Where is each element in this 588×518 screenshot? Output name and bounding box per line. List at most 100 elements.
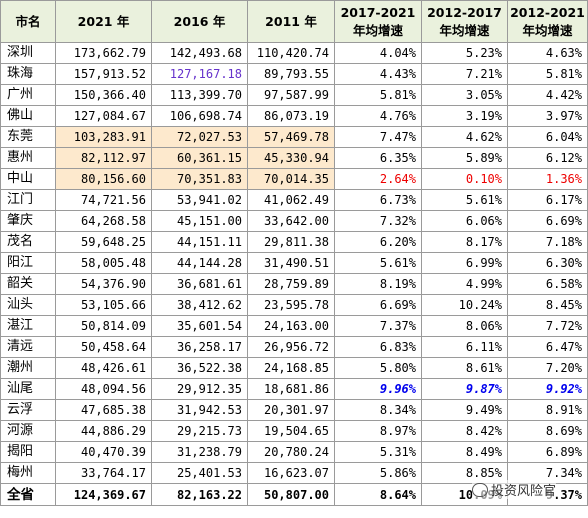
cell-city: 韶关 [0, 273, 56, 295]
cell-growth-2012-2021: 6.58% [507, 273, 588, 295]
header-city: 市名 [0, 0, 56, 43]
cell-growth-2012-2021: 6.69% [507, 210, 588, 232]
header-growth-2017-2021-label: 年均增速 [352, 22, 403, 38]
cell-2016: 82,163.22 [151, 483, 248, 506]
header-growth-2012-2021-label: 年均增速 [522, 22, 573, 38]
cell-growth-2012-2017: 10.24% [421, 294, 508, 316]
cell-2016: 60,361.15 [151, 147, 248, 169]
header-growth-2017-2021-period: 2017-2021 [340, 4, 416, 20]
table-row: 阳江 58,005.48 44,144.28 31,490.51 5.61% 6.99% 6… [0, 252, 588, 274]
cell-city: 清远 [0, 336, 56, 358]
cell-growth-2017-2021: 9.96% [334, 378, 422, 400]
header-growth-2017-2021: 2017-2021 年均增速 [334, 0, 422, 43]
header-2011: 2011 年 [247, 0, 335, 43]
cell-growth-2012-2021: 3.97% [507, 105, 588, 127]
cell-growth-2012-2017: 6.11% [421, 336, 508, 358]
table-body: 深圳 173,662.79 142,493.68 110,420.74 4.04% 5.2… [0, 42, 588, 506]
cell-city: 河源 [0, 420, 56, 442]
cell-city: 江门 [0, 189, 56, 211]
cell-2011: 57,469.78 [247, 126, 335, 148]
cell-growth-2012-2021: 8.91% [507, 399, 588, 421]
cell-growth-2012-2017: 6.99% [421, 252, 508, 274]
cell-growth-2012-2021: 9.92% [507, 378, 588, 400]
table-row: 佛山 127,084.67 106,698.74 86,073.19 4.76% 3.19… [0, 105, 588, 127]
cell-2011: 24,163.00 [247, 315, 335, 337]
cell-growth-2012-2021: 7.20% [507, 357, 588, 379]
cell-growth-2017-2021: 6.69% [334, 294, 422, 316]
table-row: 汕头 53,105.66 38,412.62 23,595.78 6.69% 10.24%… [0, 294, 588, 316]
cell-2021: 157,913.52 [55, 63, 152, 85]
cell-2011: 20,780.24 [247, 441, 335, 463]
table-row: 汕尾 48,094.56 29,912.35 18,681.86 9.96% 9.87% 9… [0, 378, 588, 400]
cell-growth-2012-2021: 6.04% [507, 126, 588, 148]
cell-2011: 20,301.97 [247, 399, 335, 421]
cell-growth-2017-2021: 8.34% [334, 399, 422, 421]
cell-growth-2012-2017: 5.23% [421, 42, 508, 64]
cell-growth-2017-2021: 6.20% [334, 231, 422, 253]
cell-2021: 150,366.40 [55, 84, 152, 106]
cell-2021: 44,886.29 [55, 420, 152, 442]
cell-city: 惠州 [0, 147, 56, 169]
table-row: 清远 50,458.64 36,258.17 26,956.72 6.83% 6.11% 6… [0, 336, 588, 358]
cell-2011: 89,793.55 [247, 63, 335, 85]
cell-growth-2012-2017: 8.17% [421, 231, 508, 253]
cell-growth-2012-2017: 4.62% [421, 126, 508, 148]
table-row: 中山 80,156.60 70,351.83 70,014.35 2.64% 0.10% 1… [0, 168, 588, 190]
cell-2011: 97,587.99 [247, 84, 335, 106]
cell-city: 阳江 [0, 252, 56, 274]
header-2021: 2021 年 [55, 0, 152, 43]
cell-growth-2017-2021: 6.83% [334, 336, 422, 358]
cell-growth-2012-2021: 6.89% [507, 441, 588, 463]
cell-2016: 36,522.38 [151, 357, 248, 379]
cell-2021: 48,426.61 [55, 357, 152, 379]
cell-2016: 72,027.53 [151, 126, 248, 148]
header-growth-2012-2017-label: 年均增速 [439, 22, 490, 38]
table-row: 河源 44,886.29 29,215.73 19,504.65 8.97% 8.42% 8… [0, 420, 588, 442]
cell-2016: 31,942.53 [151, 399, 248, 421]
header-growth-2012-2017: 2012-2017 年均增速 [421, 0, 508, 43]
cell-city: 揭阳 [0, 441, 56, 463]
cell-growth-2012-2017: 9.87% [421, 378, 508, 400]
header-growth-2012-2021: 2012-2021 年均增速 [507, 0, 588, 43]
cell-2016: 44,151.11 [151, 231, 248, 253]
cell-2021: 127,084.67 [55, 105, 152, 127]
cell-2016: 36,258.17 [151, 336, 248, 358]
cell-2021: 50,458.64 [55, 336, 152, 358]
cell-growth-2012-2021: 5.81% [507, 63, 588, 85]
cell-2011: 31,490.51 [247, 252, 335, 274]
cell-growth-2017-2021: 2.64% [334, 168, 422, 190]
cell-growth-2012-2017: 3.19% [421, 105, 508, 127]
table-row: 茂名 59,648.25 44,151.11 29,811.38 6.20% 8.17% 7… [0, 231, 588, 253]
cell-2016: 31,238.79 [151, 441, 248, 463]
cell-2021: 40,470.39 [55, 441, 152, 463]
cell-growth-2017-2021: 8.19% [334, 273, 422, 295]
cell-growth-2012-2021: 6.30% [507, 252, 588, 274]
cell-2021: 103,283.91 [55, 126, 152, 148]
cell-growth-2017-2021: 4.76% [334, 105, 422, 127]
cell-growth-2012-2017: 0.10% [421, 168, 508, 190]
cell-growth-2017-2021: 4.04% [334, 42, 422, 64]
cell-2021: 47,685.38 [55, 399, 152, 421]
cell-growth-2012-2017: 6.06% [421, 210, 508, 232]
cell-2016: 29,215.73 [151, 420, 248, 442]
cell-2021: 33,764.17 [55, 462, 152, 484]
table-row: 揭阳 40,470.39 31,238.79 20,780.24 5.31% 8.49% 6… [0, 441, 588, 463]
cell-2021: 59,648.25 [55, 231, 152, 253]
cell-2016: 35,601.54 [151, 315, 248, 337]
watermark: 投资风险官 [472, 480, 557, 499]
cell-2021: 54,376.90 [55, 273, 152, 295]
cell-2016: 127,167.18 [151, 63, 248, 85]
cell-2011: 50,807.00 [247, 483, 335, 506]
cell-growth-2012-2021: 8.69% [507, 420, 588, 442]
cell-2021: 82,112.97 [55, 147, 152, 169]
cell-2011: 26,956.72 [247, 336, 335, 358]
cell-city: 东莞 [0, 126, 56, 148]
cell-2011: 18,681.86 [247, 378, 335, 400]
cell-growth-2012-2021: 7.18% [507, 231, 588, 253]
chat-bubble-icon [472, 482, 488, 497]
cell-2021: 48,094.56 [55, 378, 152, 400]
cell-growth-2012-2021: 6.12% [507, 147, 588, 169]
cell-city: 全省 [0, 483, 56, 506]
cell-growth-2012-2021: 8.45% [507, 294, 588, 316]
cell-2016: 70,351.83 [151, 168, 248, 190]
